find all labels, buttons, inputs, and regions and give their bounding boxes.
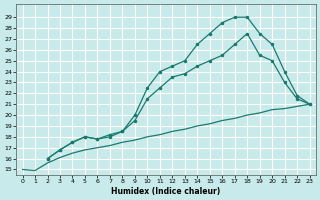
X-axis label: Humidex (Indice chaleur): Humidex (Indice chaleur)	[111, 187, 221, 196]
